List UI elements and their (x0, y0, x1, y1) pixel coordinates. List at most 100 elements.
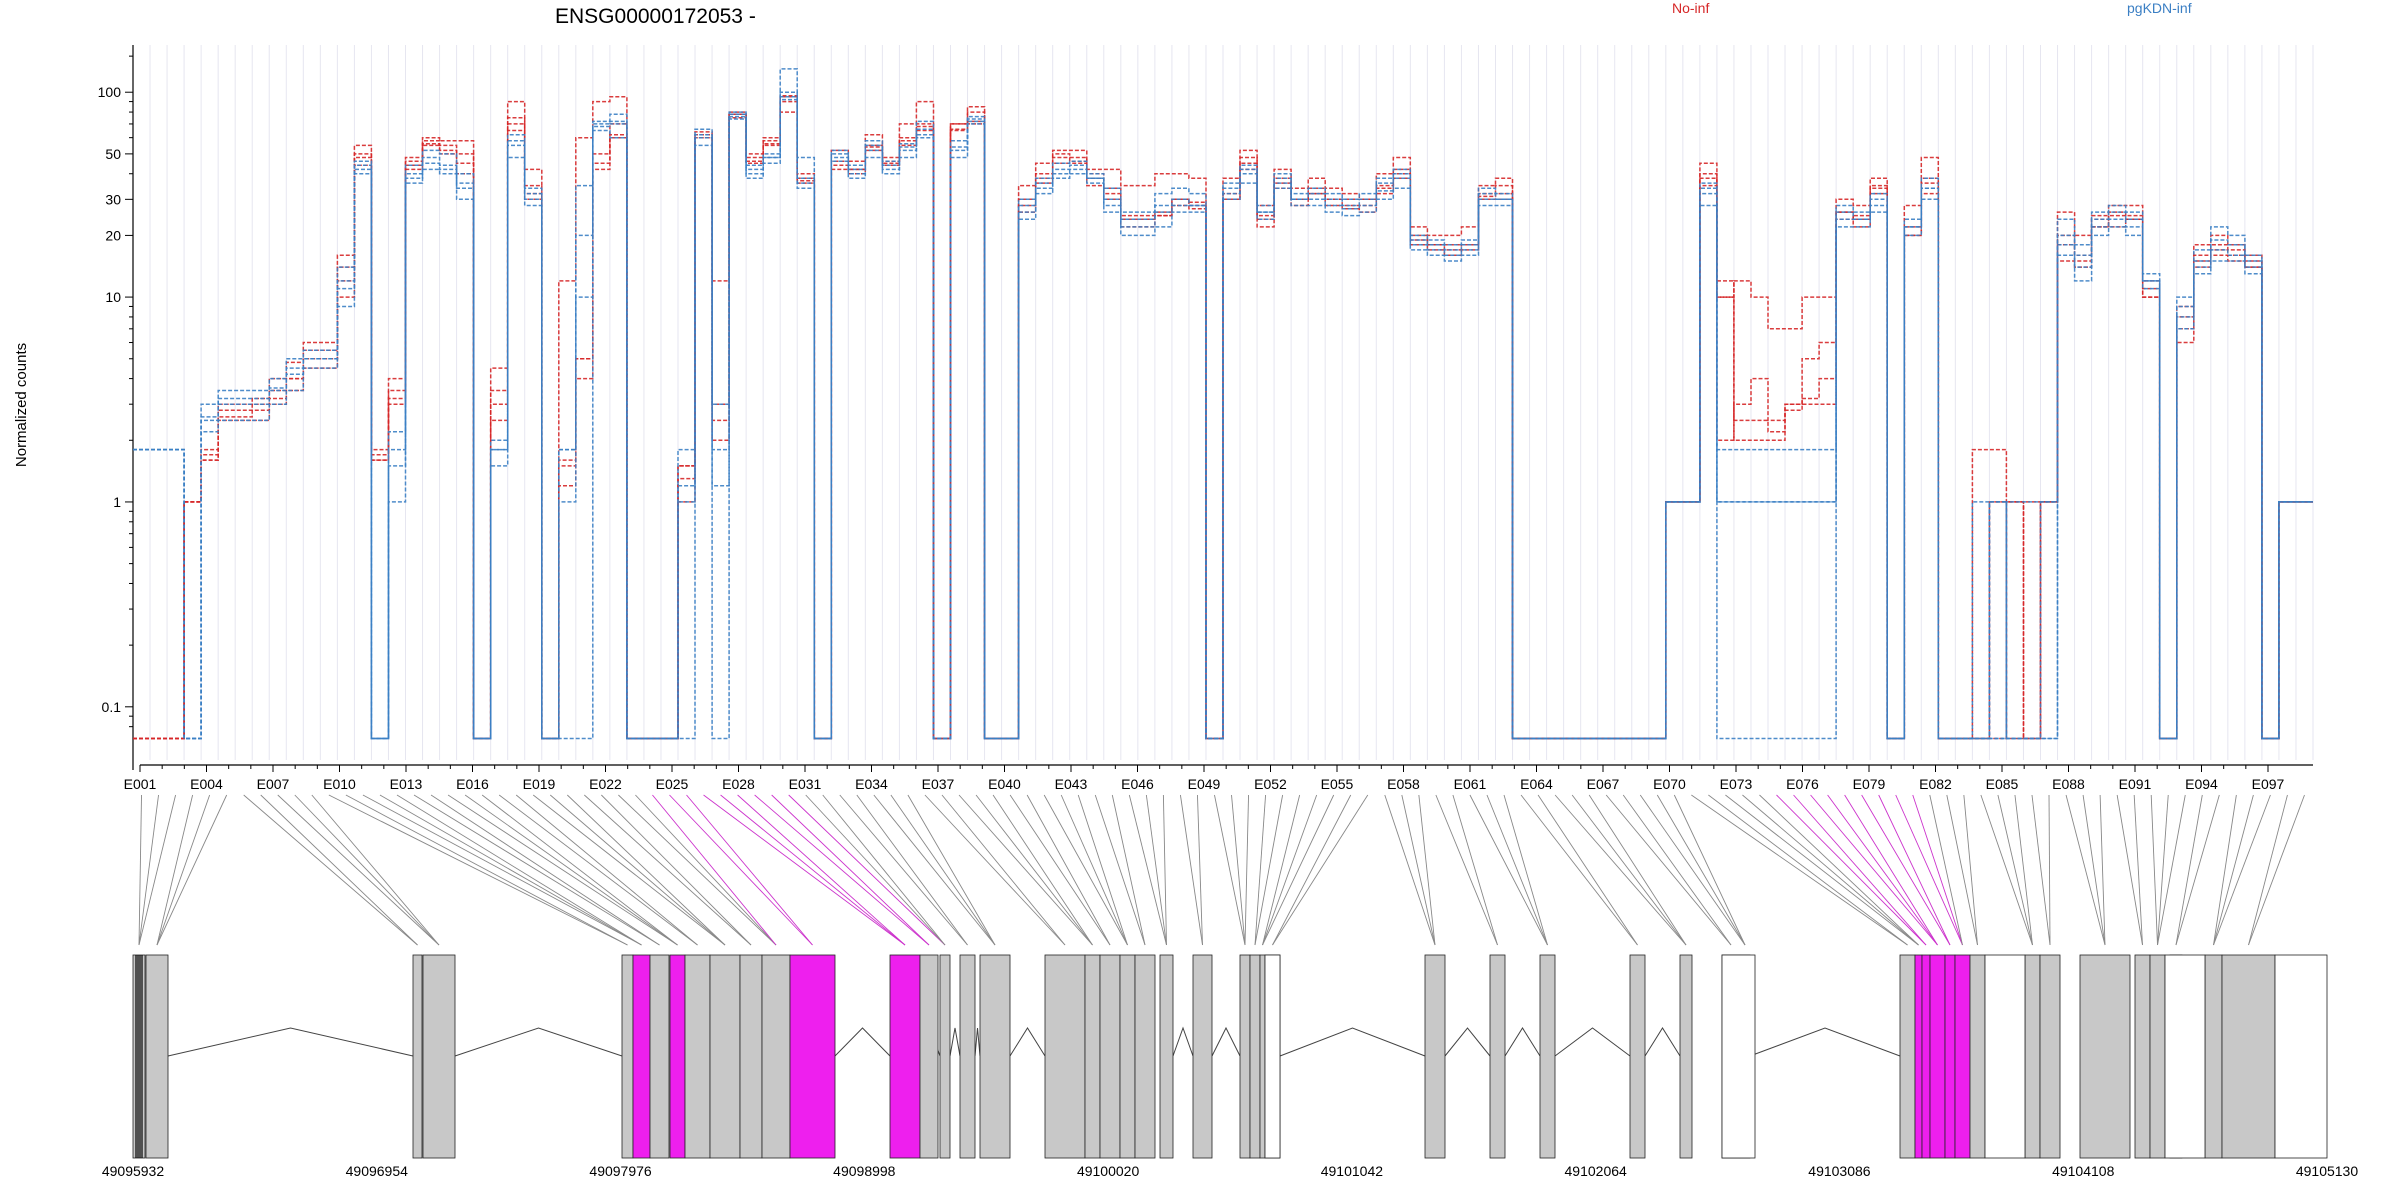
exon-connector (138, 794, 142, 946)
exon-label: E049 (1188, 776, 1221, 792)
exon-connector (515, 794, 698, 946)
coordinate-label: 49105130 (2296, 1163, 2359, 1179)
exon-connector (2248, 794, 2305, 946)
series-layer (133, 68, 2313, 740)
coordinate-label: 49101042 (1321, 1163, 1384, 1179)
exon-connector (2157, 794, 2186, 946)
exon-connector (1094, 794, 1146, 946)
exon-connector (2031, 794, 2051, 946)
exon-bin (2039, 954, 2061, 1159)
exon-connector (958, 794, 1093, 946)
exon-bin (1424, 954, 1446, 1159)
exon-connector (635, 794, 777, 946)
exon-connector (1605, 794, 1732, 946)
exon-connector (1128, 794, 1167, 946)
y-tick-label: 30 (105, 191, 121, 207)
exon-connector (1401, 794, 1436, 946)
exon-label: E094 (2185, 776, 2218, 792)
exon-connector (788, 794, 946, 946)
exon-connector (1673, 794, 1746, 946)
exon-connector (1793, 794, 1927, 946)
exon-connector (1980, 794, 2033, 946)
intron-line (454, 1027, 623, 1057)
exon-label: E079 (1853, 776, 1886, 792)
exon-connector (703, 794, 906, 946)
exon-label: E046 (1121, 776, 1154, 792)
exon-connector (2116, 794, 2143, 946)
y-axis-label: Normalized counts (13, 343, 30, 467)
intron-line (1211, 1026, 1241, 1057)
exon-bin (145, 954, 169, 1159)
exon-bin (761, 954, 791, 1159)
exon-connector (1691, 794, 1908, 946)
exon-connector (1895, 794, 1963, 946)
exon-bin-empty (2274, 954, 2328, 1159)
exon-bin-highlighted (1929, 954, 1946, 1159)
exon-bin (1159, 954, 1174, 1159)
exon-bin (1099, 954, 1121, 1159)
exon-connector (669, 794, 813, 946)
exon-label: E025 (656, 776, 689, 792)
exon-connector (975, 794, 1093, 946)
y-tick-label: 20 (105, 227, 121, 243)
exon-bin-highlighted (1954, 954, 1971, 1159)
exon-connector (156, 794, 194, 946)
exon-connector (481, 794, 678, 946)
series-line-7 (133, 91, 2313, 740)
exon-label: E028 (722, 776, 755, 792)
exon-connector (1725, 794, 1919, 946)
exon-label: E037 (922, 776, 955, 792)
exon-bin (1249, 954, 1261, 1159)
exon-bin (2149, 954, 2166, 1159)
exon-bin (2079, 954, 2131, 1159)
exon-connector (1254, 794, 1267, 946)
exon-connector (1537, 794, 1638, 946)
exon-bin (1969, 954, 1986, 1159)
exon-label: E076 (1786, 776, 1819, 792)
exon-connector (1272, 794, 1352, 946)
chart-title: ENSG00000172053 - (555, 5, 756, 28)
exon-bin (1629, 954, 1646, 1159)
exon-connector (856, 794, 968, 946)
exon-connector (1262, 794, 1301, 946)
exon-label: E097 (2252, 776, 2285, 792)
y-tick-label: 0.1 (102, 699, 122, 715)
exon-label: E040 (988, 776, 1021, 792)
exon-connector (430, 794, 660, 946)
exon-connectors (138, 794, 2305, 946)
exon-connector (1179, 794, 1203, 946)
exon-bin (979, 954, 1011, 1159)
exon-connector (1759, 794, 1919, 946)
exon-connector (277, 794, 440, 946)
exon-label: E004 (190, 776, 223, 792)
exon-connector (1912, 794, 1963, 946)
exon-connector (839, 794, 968, 946)
exon-bin-highlighted (1944, 954, 1956, 1159)
exon-connector (2150, 794, 2158, 946)
exon-label: E010 (323, 776, 356, 792)
exon-connector (1272, 794, 1369, 946)
exon-connector (1009, 794, 1111, 946)
intron-line (1644, 1027, 1681, 1057)
exon-label: E061 (1454, 776, 1487, 792)
exon-connector (1861, 794, 1951, 946)
exon-label: E031 (789, 776, 822, 792)
exon-connector (1435, 794, 1498, 946)
exon-connector (1827, 794, 1938, 946)
exon-connector (1588, 794, 1687, 946)
exon-connector (720, 794, 906, 946)
exon-label: E016 (456, 776, 489, 792)
exon-connector (737, 794, 906, 946)
exon-connector (1639, 794, 1746, 946)
exon-connector (396, 794, 642, 946)
exon-connector (138, 794, 159, 946)
y-tick-label: 1 (113, 494, 121, 510)
exon-label: E013 (390, 776, 423, 792)
intron-line (1504, 1027, 1541, 1057)
exon-connector (1043, 794, 1128, 946)
exon-bin (422, 954, 456, 1159)
exon-connector (873, 794, 996, 946)
exon-label: E085 (1986, 776, 2019, 792)
exon-connector (1244, 794, 1249, 946)
exon-connector (1418, 794, 1436, 946)
